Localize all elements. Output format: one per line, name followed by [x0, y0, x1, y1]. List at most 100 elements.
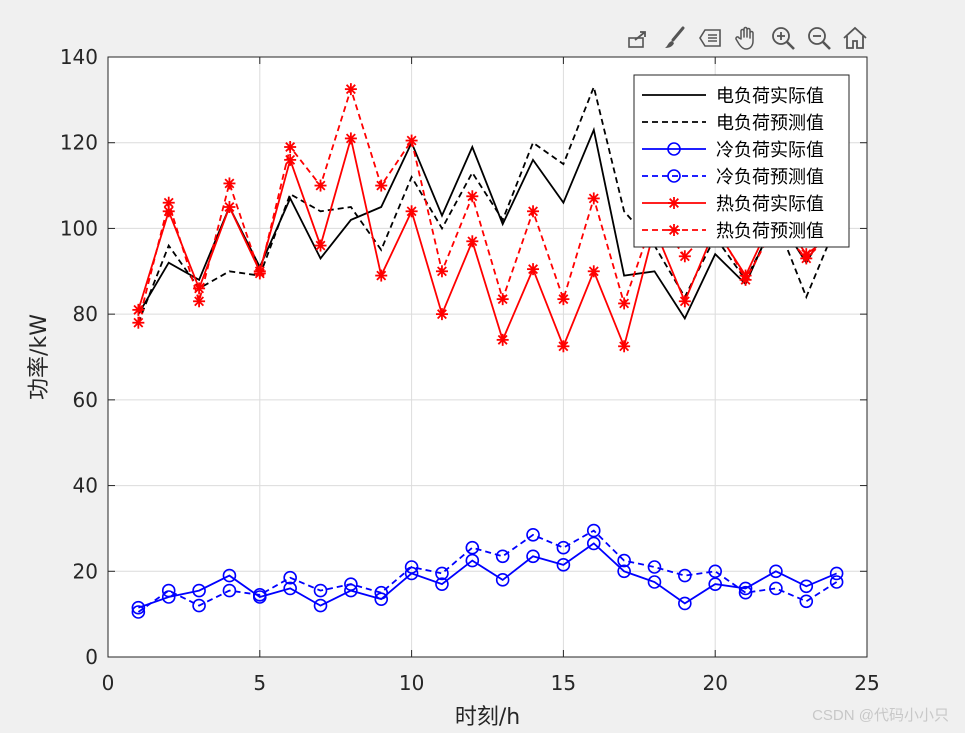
- asterisk-stroke: [437, 266, 447, 277]
- series-line: [137, 529, 838, 613]
- data-point: [667, 142, 681, 156]
- asterisk-stroke: [669, 198, 679, 208]
- x-tick-label: 0: [102, 671, 115, 695]
- asterisk-stroke: [224, 178, 235, 189]
- data-point: [283, 581, 297, 596]
- asterisk-stroke: [558, 341, 569, 352]
- data-point: [617, 564, 631, 579]
- data-point: [466, 190, 479, 203]
- data-point: [648, 209, 661, 222]
- asterisk-stroke: [345, 133, 356, 144]
- pan-hand-icon: [735, 26, 754, 50]
- x-tick-label: 20: [702, 671, 727, 695]
- data-point: [557, 293, 570, 306]
- asterisk-stroke: [285, 142, 296, 152]
- asterisk-stroke: [740, 270, 751, 281]
- data-point: [375, 269, 388, 282]
- series-line: [137, 86, 838, 323]
- series-1: [137, 126, 838, 321]
- data-point: [739, 273, 752, 286]
- asterisk-stroke: [801, 253, 812, 264]
- export-button[interactable]: [622, 22, 656, 54]
- data-point: [769, 564, 783, 579]
- asterisk-stroke: [285, 154, 296, 165]
- asterisk-stroke: [497, 294, 508, 305]
- data-point: [344, 583, 358, 598]
- asterisk-stroke: [831, 227, 842, 238]
- data-point: [668, 224, 680, 236]
- series-line: [137, 84, 838, 324]
- asterisk-stroke: [254, 266, 265, 277]
- asterisk-stroke: [224, 202, 235, 212]
- data-point: [618, 340, 631, 353]
- asterisk-stroke: [669, 225, 679, 235]
- x-axis-label: 时刻/h: [455, 705, 520, 730]
- asterisk-stroke: [437, 309, 447, 320]
- asterisk-stroke: [133, 304, 144, 315]
- data-point: [284, 141, 297, 153]
- data-point: [678, 568, 692, 583]
- legend-item: 冷负荷实际值: [642, 140, 824, 161]
- home-button[interactable]: [838, 22, 872, 54]
- zoom-in-button[interactable]: [766, 22, 800, 54]
- asterisk-stroke: [194, 283, 205, 294]
- legend-item: 热负荷实际值: [642, 194, 824, 215]
- asterisk-stroke: [619, 298, 630, 309]
- asterisk-stroke: [831, 223, 842, 234]
- data-point: [738, 581, 753, 596]
- asterisk-stroke: [831, 227, 842, 238]
- series-4: [131, 523, 844, 619]
- brush-button[interactable]: [658, 22, 692, 54]
- y-tick-label: 60: [73, 388, 98, 412]
- series-line: [137, 138, 838, 350]
- asterisk-stroke: [649, 210, 660, 221]
- data-point: [709, 222, 722, 235]
- data-point: [800, 248, 813, 261]
- x-tick-label: 10: [399, 671, 424, 695]
- zoom-out-button[interactable]: [802, 22, 836, 54]
- data-point: [526, 528, 540, 542]
- data-point: [131, 600, 146, 615]
- asterisk-stroke: [831, 223, 842, 234]
- x-tick-label: 25: [854, 671, 879, 695]
- asterisk-stroke: [801, 253, 812, 264]
- data-point: [131, 605, 146, 619]
- data-point: [769, 581, 783, 596]
- asterisk-stroke: [770, 206, 781, 217]
- asterisk-stroke: [588, 266, 599, 277]
- data-point: [496, 333, 509, 346]
- data-point: [556, 540, 571, 555]
- data-point: [465, 540, 480, 555]
- pan-button[interactable]: [730, 22, 764, 54]
- datatip-button[interactable]: [694, 22, 728, 54]
- x-tick-label: 5: [253, 671, 266, 695]
- data-point: [586, 523, 601, 538]
- asterisk-stroke: [558, 294, 569, 305]
- asterisk-stroke: [163, 206, 174, 217]
- data-point: [253, 267, 266, 280]
- data-point: [738, 585, 753, 600]
- legend-label: 冷负荷预测值: [716, 167, 824, 188]
- asterisk-stroke: [406, 135, 417, 146]
- series-line: [137, 126, 838, 321]
- data-point: [668, 197, 680, 209]
- asterisk-stroke: [649, 223, 660, 234]
- data-point: [495, 549, 510, 564]
- series-5: [132, 132, 843, 353]
- asterisk-stroke: [669, 198, 679, 208]
- data-point: [709, 218, 722, 231]
- data-point: [313, 583, 328, 598]
- asterisk-stroke: [224, 178, 235, 189]
- series-3: [131, 536, 844, 615]
- data-point: [132, 316, 145, 329]
- legend-label: 电负荷实际值: [716, 86, 824, 107]
- data-point: [647, 575, 662, 589]
- data-point: [678, 295, 691, 308]
- data-point: [374, 585, 389, 600]
- asterisk-stroke: [345, 84, 356, 95]
- asterisk-stroke: [315, 180, 326, 191]
- data-point: [465, 553, 480, 568]
- legend-item: 电负荷实际值: [642, 86, 824, 107]
- asterisk-stroke: [528, 206, 538, 217]
